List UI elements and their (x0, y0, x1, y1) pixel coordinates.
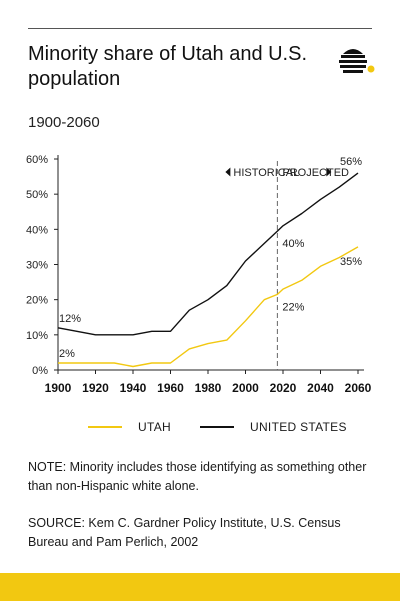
chart-title: Minority share of Utah and U.S. populati… (28, 43, 308, 90)
x-tick-label: 2020 (270, 381, 297, 395)
legend-swatch-us (200, 426, 234, 428)
footnote-note: NOTE: Minority includes those identifyin… (28, 460, 367, 493)
x-tick-label: 1920 (82, 381, 109, 395)
x-tick-label: 2060 (345, 381, 372, 395)
line-chart: 0% 10% 20% 30% 40% 50% 60% 1900 1920 1940 1960 1980… (26, 154, 372, 395)
arrow-right-icon (326, 167, 332, 177)
y-tick-label: 40% (26, 224, 48, 236)
arrow-left-icon (225, 167, 231, 177)
x-tick-label: 1940 (120, 381, 147, 395)
chart-subtitle: 1900-2060 (28, 114, 100, 131)
x-tick-label: 2040 (307, 381, 334, 395)
data-label: 35% (340, 256, 362, 268)
y-tick-label: 60% (26, 154, 48, 166)
x-tick-label: 1980 (195, 381, 222, 395)
top-rule (28, 28, 372, 29)
bottom-accent-bar (0, 573, 400, 601)
data-label: 22% (282, 301, 304, 313)
x-tick-label: 1900 (45, 381, 72, 395)
legend-label-us: UNITED STATES (250, 420, 347, 434)
data-label: 2% (59, 348, 75, 360)
legend-swatch-utah (88, 426, 122, 428)
data-label: 40% (282, 238, 304, 250)
historical-label: HISTORICAL (233, 167, 299, 179)
footnote-source: SOURCE: Kem C. Gardner Policy Institute,… (28, 516, 341, 549)
beehive-icon (339, 49, 375, 73)
series-line-utah (58, 246, 359, 368)
y-tick-label: 20% (26, 295, 48, 307)
y-tick-label: 0% (32, 365, 48, 377)
legend-item-us: UNITED STATES (200, 420, 347, 434)
y-tick-label: 10% (26, 330, 48, 342)
x-tick-label: 1960 (157, 381, 184, 395)
chart-legend: UTAH UNITED STATES (0, 420, 400, 440)
legend-item-utah: UTAH (88, 420, 171, 434)
y-tick-label: 50% (26, 189, 48, 201)
x-tick-label: 2000 (232, 381, 259, 395)
series-line-united-states (57, 172, 359, 336)
projected-label: PROJECTED (282, 167, 349, 179)
data-label: 56% (340, 156, 362, 168)
legend-label-utah: UTAH (138, 420, 171, 434)
y-tick-label: 30% (26, 260, 48, 272)
data-label: 12% (59, 313, 81, 325)
